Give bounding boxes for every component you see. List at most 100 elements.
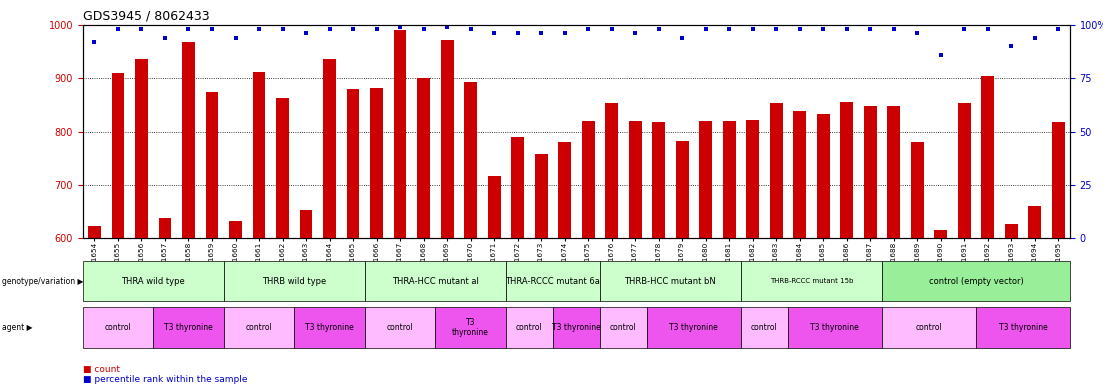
Bar bbox=[934, 230, 947, 238]
Point bbox=[720, 26, 738, 32]
Bar bbox=[982, 76, 994, 238]
Text: ■ percentile rank within the sample: ■ percentile rank within the sample bbox=[83, 375, 247, 384]
Point bbox=[508, 30, 526, 36]
Point bbox=[602, 26, 620, 32]
Text: THRB wild type: THRB wild type bbox=[263, 277, 326, 286]
Bar bbox=[652, 122, 665, 238]
Bar bbox=[911, 142, 923, 238]
Point bbox=[109, 26, 127, 32]
Bar bbox=[864, 106, 877, 238]
Bar bbox=[1005, 224, 1018, 238]
Bar bbox=[488, 176, 501, 238]
Bar bbox=[417, 78, 430, 238]
Bar bbox=[558, 142, 571, 238]
Point bbox=[627, 30, 644, 36]
Point bbox=[650, 26, 667, 32]
Text: agent ▶: agent ▶ bbox=[2, 323, 33, 332]
Point bbox=[932, 52, 950, 58]
Text: ■ count: ■ count bbox=[83, 365, 120, 374]
Point bbox=[297, 30, 314, 36]
Text: control: control bbox=[751, 323, 778, 332]
Point bbox=[227, 35, 245, 41]
Point bbox=[1026, 35, 1043, 41]
Point bbox=[250, 26, 268, 32]
Point bbox=[415, 26, 432, 32]
Bar bbox=[699, 121, 713, 238]
Point bbox=[344, 26, 362, 32]
Point bbox=[743, 26, 761, 32]
Point bbox=[978, 26, 996, 32]
Point bbox=[157, 35, 174, 41]
Bar bbox=[300, 210, 312, 238]
Bar bbox=[581, 121, 595, 238]
Point bbox=[814, 26, 832, 32]
Point bbox=[697, 26, 715, 32]
Point bbox=[1049, 26, 1067, 32]
Bar bbox=[629, 121, 642, 238]
Point bbox=[274, 26, 291, 32]
Bar bbox=[535, 154, 547, 238]
Text: control: control bbox=[516, 323, 543, 332]
Bar bbox=[111, 73, 125, 238]
Bar bbox=[135, 58, 148, 238]
Point bbox=[392, 24, 409, 30]
Point bbox=[132, 26, 150, 32]
Text: T3 thyronine: T3 thyronine bbox=[998, 323, 1047, 332]
Text: THRB-HCC mutant bN: THRB-HCC mutant bN bbox=[624, 277, 716, 286]
Bar bbox=[722, 121, 736, 238]
Bar bbox=[371, 88, 383, 238]
Text: T3 thyronine: T3 thyronine bbox=[552, 323, 601, 332]
Bar bbox=[1028, 206, 1041, 238]
Text: control: control bbox=[387, 323, 414, 332]
Text: T3
thyronine: T3 thyronine bbox=[452, 318, 489, 337]
Bar bbox=[440, 40, 453, 238]
Point bbox=[533, 30, 550, 36]
Bar bbox=[88, 226, 101, 238]
Bar bbox=[770, 103, 782, 238]
Text: control: control bbox=[105, 323, 131, 332]
Point bbox=[673, 35, 690, 41]
Bar bbox=[346, 89, 360, 238]
Bar bbox=[464, 82, 476, 238]
Point bbox=[180, 26, 197, 32]
Bar bbox=[676, 141, 688, 238]
Point bbox=[885, 26, 902, 32]
Point bbox=[838, 26, 856, 32]
Point bbox=[321, 26, 339, 32]
Bar bbox=[746, 120, 759, 238]
Point bbox=[955, 26, 973, 32]
Point bbox=[579, 26, 597, 32]
Bar bbox=[229, 221, 242, 238]
Text: THRA-HCC mutant al: THRA-HCC mutant al bbox=[392, 277, 479, 286]
Point bbox=[367, 26, 385, 32]
Text: control: control bbox=[915, 323, 942, 332]
Text: T3 thyronine: T3 thyronine bbox=[164, 323, 213, 332]
Point bbox=[861, 26, 879, 32]
Bar bbox=[957, 103, 971, 238]
Point bbox=[438, 24, 456, 30]
Point bbox=[203, 26, 221, 32]
Text: T3 thyronine: T3 thyronine bbox=[306, 323, 354, 332]
Bar bbox=[182, 42, 195, 238]
Bar bbox=[276, 98, 289, 238]
Bar bbox=[159, 218, 171, 238]
Text: control: control bbox=[610, 323, 636, 332]
Point bbox=[768, 26, 785, 32]
Bar bbox=[1051, 122, 1064, 238]
Bar bbox=[606, 103, 618, 238]
Bar bbox=[793, 111, 806, 238]
Text: control: control bbox=[246, 323, 272, 332]
Bar bbox=[205, 91, 218, 238]
Bar bbox=[323, 58, 336, 238]
Point bbox=[485, 30, 503, 36]
Bar bbox=[840, 102, 853, 238]
Text: genotype/variation ▶: genotype/variation ▶ bbox=[2, 277, 84, 286]
Bar bbox=[394, 30, 407, 238]
Point bbox=[908, 30, 925, 36]
Bar bbox=[511, 137, 524, 238]
Point bbox=[1003, 43, 1020, 50]
Bar bbox=[253, 72, 266, 238]
Text: T3 thyronine: T3 thyronine bbox=[670, 323, 718, 332]
Text: control (empty vector): control (empty vector) bbox=[929, 277, 1024, 286]
Text: THRA-RCCC mutant 6a: THRA-RCCC mutant 6a bbox=[505, 277, 600, 286]
